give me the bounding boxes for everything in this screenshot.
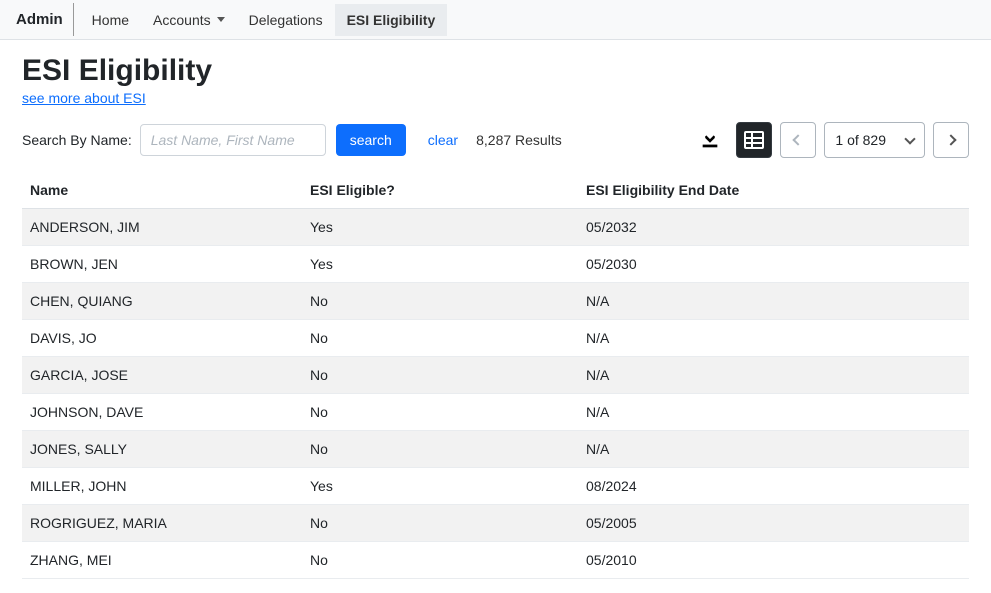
cell-eligible: Yes — [302, 246, 578, 283]
col-header-eligible: ESI Eligible? — [302, 172, 578, 209]
cell-name: CHEN, QUIANG — [22, 283, 302, 320]
cell-name: MILLER, JOHN — [22, 468, 302, 505]
search-input[interactable] — [140, 124, 326, 156]
cell-end-date: N/A — [578, 283, 969, 320]
cell-end-date: N/A — [578, 431, 969, 468]
download-button[interactable] — [692, 122, 728, 158]
clear-link[interactable]: clear — [428, 132, 458, 148]
table-row: ZHANG, MEINo05/2010 — [22, 542, 969, 579]
cell-end-date: 05/2010 — [578, 542, 969, 579]
search-button[interactable]: search — [336, 124, 406, 156]
cell-eligible: No — [302, 431, 578, 468]
nav-home[interactable]: Home — [80, 4, 141, 36]
cell-end-date: 05/2032 — [578, 209, 969, 246]
page-select[interactable]: 1 of 829 — [824, 122, 925, 158]
col-header-name: Name — [22, 172, 302, 209]
page-title: ESI Eligibility — [22, 54, 969, 88]
chevron-down-icon — [904, 133, 915, 144]
table-row: JONES, SALLYNoN/A — [22, 431, 969, 468]
table-icon — [744, 131, 764, 149]
cell-end-date: 05/2005 — [578, 505, 969, 542]
table-row: MILLER, JOHNYes08/2024 — [22, 468, 969, 505]
cell-name: ZHANG, MEI — [22, 542, 302, 579]
cell-name: BROWN, JEN — [22, 246, 302, 283]
main-container: ESI Eligibility see more about ESI Searc… — [0, 40, 991, 593]
caret-down-icon — [217, 17, 225, 22]
table-row: GARCIA, JOSENoN/A — [22, 357, 969, 394]
results-table: Name ESI Eligible? ESI Eligibility End D… — [22, 172, 969, 579]
nav-delegations[interactable]: Delegations — [237, 4, 335, 36]
results-count: 8,287 Results — [476, 132, 562, 148]
nav-esi-eligibility[interactable]: ESI Eligibility — [335, 4, 448, 36]
cell-name: DAVIS, JO — [22, 320, 302, 357]
table-row: CHEN, QUIANGNoN/A — [22, 283, 969, 320]
cell-end-date: 08/2024 — [578, 468, 969, 505]
nav-accounts[interactable]: Accounts — [141, 4, 237, 36]
chevron-right-icon — [945, 134, 956, 145]
cell-name: JOHNSON, DAVE — [22, 394, 302, 431]
cell-end-date: 05/2030 — [578, 246, 969, 283]
cell-name: ANDERSON, JIM — [22, 209, 302, 246]
cell-eligible: No — [302, 283, 578, 320]
top-nav: Admin Home Accounts Delegations ESI Elig… — [0, 0, 991, 40]
right-controls: 1 of 829 — [692, 122, 969, 158]
page-label: 1 of 829 — [835, 132, 886, 148]
controls-row: Search By Name: search clear 8,287 Resul… — [22, 122, 969, 158]
cell-eligible: No — [302, 357, 578, 394]
cell-eligible: Yes — [302, 468, 578, 505]
table-view-button[interactable] — [736, 122, 772, 158]
col-header-end-date: ESI Eligibility End Date — [578, 172, 969, 209]
cell-eligible: No — [302, 394, 578, 431]
table-row: BROWN, JENYes05/2030 — [22, 246, 969, 283]
cell-name: JONES, SALLY — [22, 431, 302, 468]
download-icon — [699, 129, 721, 151]
table-row: ANDERSON, JIMYes05/2032 — [22, 209, 969, 246]
table-row: ROGRIGUEZ, MARIANo05/2005 — [22, 505, 969, 542]
table-header-row: Name ESI Eligible? ESI Eligibility End D… — [22, 172, 969, 209]
table-row: DAVIS, JONoN/A — [22, 320, 969, 357]
cell-eligible: Yes — [302, 209, 578, 246]
table-row: JOHNSON, DAVENoN/A — [22, 394, 969, 431]
cell-end-date: N/A — [578, 320, 969, 357]
cell-eligible: No — [302, 320, 578, 357]
brand-label: Admin — [12, 3, 74, 36]
cell-end-date: N/A — [578, 357, 969, 394]
chevron-left-icon — [793, 134, 804, 145]
cell-eligible: No — [302, 542, 578, 579]
cell-name: GARCIA, JOSE — [22, 357, 302, 394]
prev-page-button[interactable] — [780, 122, 816, 158]
cell-name: ROGRIGUEZ, MARIA — [22, 505, 302, 542]
cell-eligible: No — [302, 505, 578, 542]
search-label: Search By Name: — [22, 132, 132, 148]
see-more-link[interactable]: see more about ESI — [22, 90, 146, 106]
nav-accounts-label: Accounts — [153, 12, 211, 28]
cell-end-date: N/A — [578, 394, 969, 431]
next-page-button[interactable] — [933, 122, 969, 158]
